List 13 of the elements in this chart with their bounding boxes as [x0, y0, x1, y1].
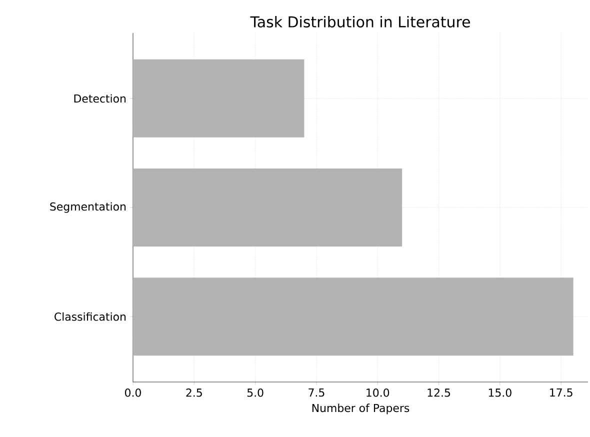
- y-tick-label: Classification: [54, 312, 126, 321]
- x-axis-title: Number of Papers: [312, 404, 410, 414]
- x-tick-label: 12.5: [428, 388, 450, 397]
- x-tick-label: 17.5: [550, 388, 572, 397]
- x-tick-label: 15.0: [488, 388, 512, 397]
- x-tick-label: 5.0: [247, 388, 264, 397]
- x-tick-label: 0.0: [125, 388, 141, 397]
- x-tick-label: 7.5: [308, 388, 324, 397]
- chart-title: Task Distribution in Literature: [250, 16, 470, 28]
- x-tick-label: 2.5: [186, 388, 202, 397]
- y-tick-label: Segmentation: [50, 202, 126, 213]
- x-tick-label: 10.0: [366, 388, 390, 397]
- y-tick-label: Detection: [74, 94, 126, 103]
